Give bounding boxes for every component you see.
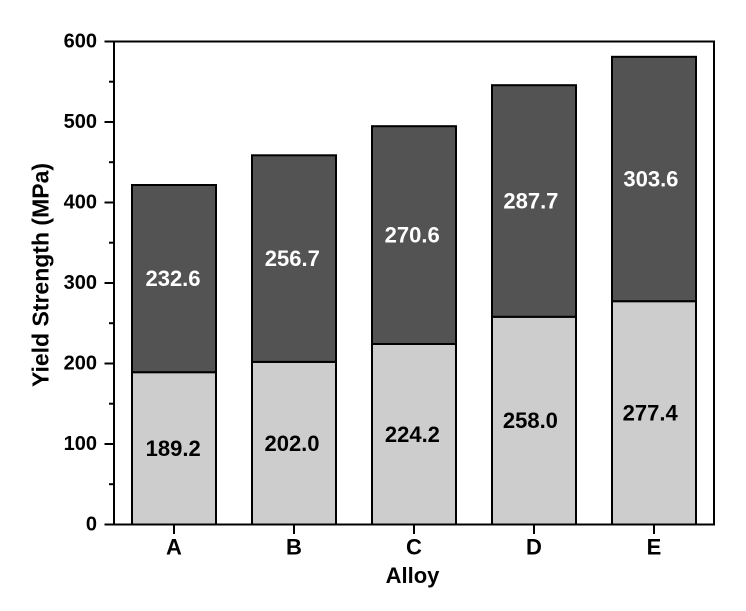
svg-text:189.2: 189.2 <box>146 436 201 461</box>
svg-text:232.6: 232.6 <box>145 266 200 291</box>
svg-text:277.4: 277.4 <box>623 400 679 425</box>
svg-text:Yield Strength (MPa): Yield Strength (MPa) <box>28 163 54 387</box>
svg-text:A: A <box>166 535 182 560</box>
svg-text:303.6: 303.6 <box>623 167 678 192</box>
svg-text:224.2: 224.2 <box>385 422 440 447</box>
svg-text:C: C <box>406 535 422 560</box>
svg-text:300: 300 <box>64 272 97 294</box>
svg-text:E: E <box>647 535 662 560</box>
svg-text:600: 600 <box>64 31 97 53</box>
svg-text:287.7: 287.7 <box>503 189 558 214</box>
svg-text:200: 200 <box>64 353 97 375</box>
svg-text:256.7: 256.7 <box>265 246 320 271</box>
svg-text:500: 500 <box>64 111 97 133</box>
svg-text:202.0: 202.0 <box>264 431 319 456</box>
svg-text:B: B <box>286 535 302 560</box>
svg-text:258.0: 258.0 <box>503 408 558 433</box>
svg-text:100: 100 <box>64 433 97 455</box>
svg-text:0: 0 <box>86 514 97 536</box>
svg-text:270.6: 270.6 <box>385 223 440 248</box>
svg-text:Alloy: Alloy <box>386 563 441 588</box>
svg-text:D: D <box>526 535 542 560</box>
svg-text:400: 400 <box>64 192 97 214</box>
